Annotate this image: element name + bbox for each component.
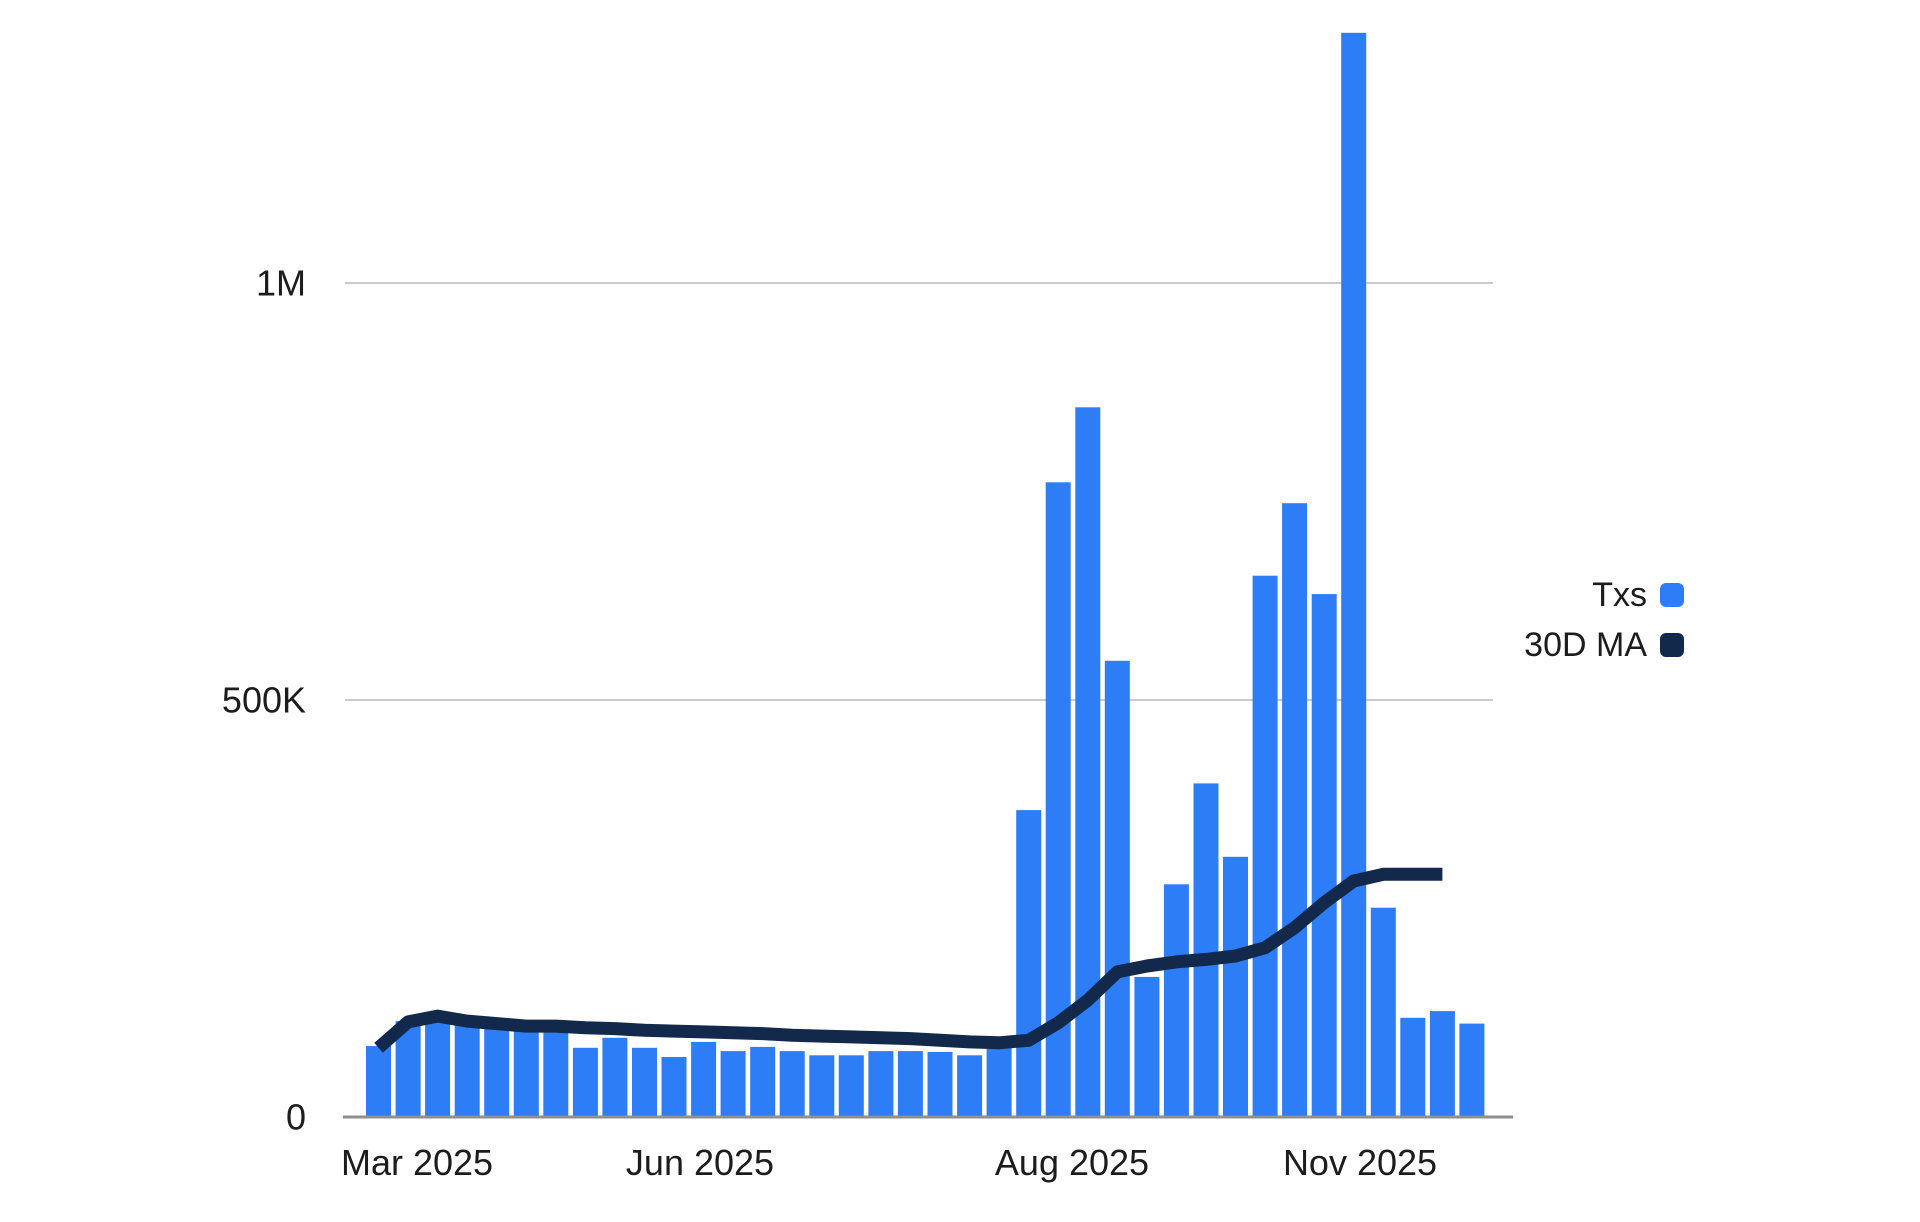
txs-bar[interactable] xyxy=(750,1046,776,1117)
txs-bar[interactable] xyxy=(838,1055,864,1117)
txs-bar[interactable] xyxy=(1134,976,1160,1117)
txs-bar[interactable] xyxy=(691,1041,717,1117)
legend-swatch-txs xyxy=(1660,583,1684,607)
txs-bar[interactable] xyxy=(1429,1011,1455,1117)
txs-bar[interactable] xyxy=(425,1012,451,1118)
txs-bar[interactable] xyxy=(1252,575,1278,1117)
txs-bar[interactable] xyxy=(661,1057,687,1117)
txs-bar[interactable] xyxy=(1370,907,1396,1117)
txs-bar[interactable] xyxy=(1311,594,1337,1117)
txs-bar[interactable] xyxy=(454,1016,480,1117)
txs-bar[interactable] xyxy=(1223,856,1248,1117)
txs-bar[interactable] xyxy=(809,1055,835,1117)
txs-bar[interactable] xyxy=(1400,1017,1426,1117)
txs-bar[interactable] xyxy=(927,1051,953,1117)
x-tick-label: Nov 2025 xyxy=(1283,1142,1437,1183)
txs-bar[interactable] xyxy=(366,1046,391,1117)
y-tick-label: 1M xyxy=(256,263,306,304)
txs-bar[interactable] xyxy=(1341,32,1367,1117)
txs-bar[interactable] xyxy=(720,1051,746,1117)
txs-bar[interactable] xyxy=(543,1023,569,1117)
legend-label-txs: Txs xyxy=(1592,576,1647,614)
txs-bar[interactable] xyxy=(1016,810,1042,1117)
txs-bar[interactable] xyxy=(1459,1023,1485,1117)
txs-bar[interactable] xyxy=(1163,884,1189,1117)
txs-bar[interactable] xyxy=(632,1047,657,1117)
ma-line xyxy=(374,867,1443,1053)
x-tick-label: Jun 2025 xyxy=(626,1142,774,1183)
txs-bar[interactable] xyxy=(1104,660,1130,1117)
txs-bar[interactable] xyxy=(484,1019,510,1117)
legend-item-txs[interactable]: Txs xyxy=(1592,576,1684,614)
txs-bar[interactable] xyxy=(572,1047,598,1117)
txs-bar[interactable] xyxy=(1193,783,1219,1117)
legend-label-30d-ma: 30D MA xyxy=(1524,626,1647,664)
txs-bar[interactable] xyxy=(779,1051,805,1117)
txs-bar[interactable] xyxy=(957,1055,983,1117)
legend-item-30d-ma[interactable]: 30D MA xyxy=(1524,626,1684,664)
txs-bar[interactable] xyxy=(513,1021,539,1117)
txs-bar[interactable] xyxy=(986,1047,1012,1117)
txs-bar[interactable] xyxy=(1282,503,1308,1117)
txs-bar[interactable] xyxy=(868,1051,894,1117)
y-tick-label: 500K xyxy=(222,680,306,721)
txs-bar[interactable] xyxy=(897,1051,923,1117)
txs-bar[interactable] xyxy=(602,1037,628,1117)
x-tick-label: Mar 2025 xyxy=(341,1142,493,1183)
legend: Txs 30D MA xyxy=(1524,576,1684,664)
x-tick-label: Aug 2025 xyxy=(995,1142,1149,1183)
legend-swatch-30d-ma xyxy=(1660,633,1684,657)
y-tick-label: 0 xyxy=(286,1097,306,1138)
